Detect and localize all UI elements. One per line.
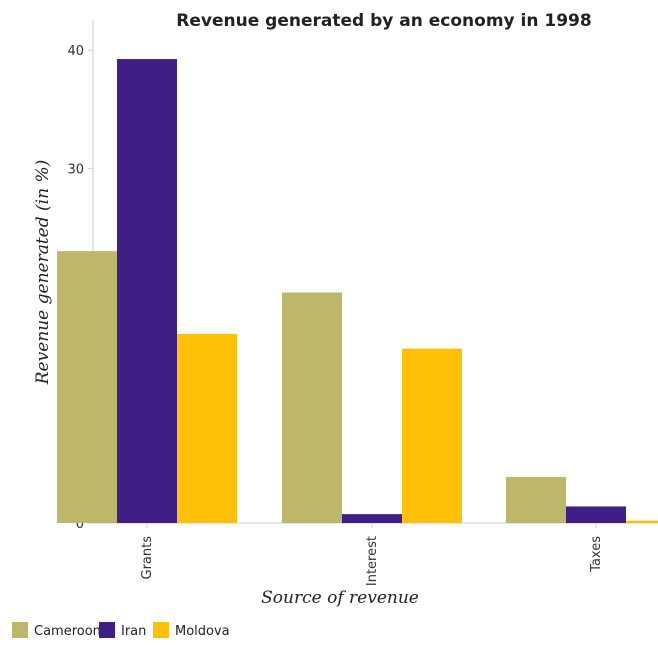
bar-interest-cameroon [282, 292, 342, 523]
x-axis-label: Source of revenue [261, 588, 419, 608]
bar-interest-moldova [402, 348, 462, 523]
bar-taxes-cameroon [506, 476, 566, 523]
x-tick-label: Interest [365, 536, 380, 586]
bar-grants-moldova [177, 333, 237, 523]
bar-grants-iran [117, 59, 177, 523]
y-tick-label: 0 [76, 517, 84, 532]
legend-label: Moldova [175, 624, 230, 639]
y-tick-label: 40 [67, 44, 84, 59]
y-axis-label: Revenue generated (in %) [33, 160, 53, 386]
bar-interest-iran [342, 514, 402, 523]
chart-title: Revenue generated by an economy in 1998 [176, 11, 591, 31]
bar-taxes-moldova [626, 520, 658, 523]
bar-taxes-iran [566, 506, 626, 523]
y-tick-label: 30 [67, 162, 84, 177]
x-tick-label: Grants [140, 536, 155, 580]
legend-swatch-cameroon [12, 622, 28, 638]
legend-label: Cameroon [34, 624, 101, 639]
legend-swatch-moldova [153, 622, 169, 638]
legend: Cameroon Iran Moldova [12, 622, 230, 639]
legend-label: Iran [121, 624, 146, 639]
x-tick-label: Taxes [589, 536, 604, 573]
bars [57, 59, 658, 523]
bar-grants-cameroon [57, 251, 117, 523]
x-axis-ticks: Grants Interest Taxes [140, 523, 604, 586]
legend-swatch-iran [99, 622, 115, 638]
